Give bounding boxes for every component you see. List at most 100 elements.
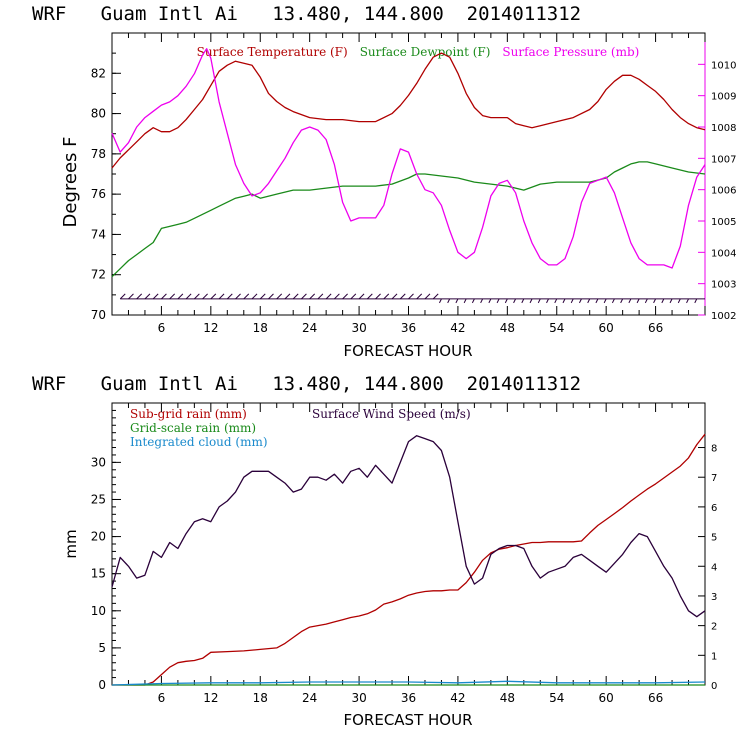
wind-barb: [375, 293, 381, 300]
y-tick-label: 72: [91, 268, 106, 282]
y2-tick-label: 5: [711, 533, 717, 544]
wind-barb: [513, 298, 517, 304]
wind-barb: [383, 293, 390, 300]
wind-barb: [391, 293, 398, 300]
y2-tick-label: 1005: [711, 217, 736, 228]
wind-barb: [579, 298, 582, 304]
y2-tick-label: 1003: [711, 280, 736, 291]
y2-tick-label: 1: [711, 651, 717, 662]
x-tick-label: 24: [302, 691, 317, 705]
wind-barb: [259, 293, 266, 300]
panel1-wind-barbs: [119, 293, 705, 304]
x-tick-label: 30: [351, 691, 366, 705]
wind-barb: [463, 298, 467, 304]
wind-barb: [432, 293, 439, 300]
x-tick-label: 18: [253, 691, 268, 705]
y2-tick-label: 7: [711, 473, 717, 484]
wind-barb: [471, 298, 475, 304]
wind-barb: [218, 293, 225, 300]
y-tick-label: 78: [91, 147, 106, 161]
panel1-legend: Surface Temperature (F) Surface Dewpoint …: [197, 45, 640, 59]
panel1-series: [111, 48, 706, 278]
wind-barb: [136, 293, 143, 300]
legend-temperature: Surface Temperature (F): [197, 45, 348, 59]
wind-barb: [661, 298, 665, 304]
y-tick-label: 82: [91, 66, 106, 80]
wind-barb: [537, 298, 541, 304]
wind-barb: [144, 293, 151, 300]
wind-barb: [669, 298, 673, 304]
wind-barb: [677, 298, 681, 304]
x-tick-label: 42: [450, 321, 465, 335]
y-tick-label: 10: [91, 604, 106, 618]
x-tick-label: 6: [158, 321, 166, 335]
wind-barb: [480, 298, 484, 304]
y2-tick-label: 1002: [711, 311, 736, 322]
x-tick-label: 12: [203, 691, 218, 705]
panel2-xlabel: FORECAST HOUR: [343, 711, 472, 729]
wind-barb: [202, 293, 208, 300]
x-tick-label: 54: [549, 691, 564, 705]
wind-barb: [226, 293, 233, 300]
wind-barb: [620, 298, 624, 304]
panel2-ylabel: mm: [62, 529, 80, 558]
wind-barb: [325, 293, 332, 300]
wind-barb: [292, 293, 299, 300]
y2-tick-label: 0: [711, 681, 717, 692]
y-tick-label: 5: [98, 641, 106, 655]
wind-barb: [408, 293, 414, 300]
wind-barb: [268, 293, 274, 300]
y-tick-label: 80: [91, 107, 106, 121]
x-tick-label: 48: [500, 691, 515, 705]
legend-integrated-cloud: Integrated cloud (mm): [130, 435, 268, 449]
y-tick-label: 30: [91, 455, 106, 469]
x-tick-label: 36: [401, 321, 416, 335]
y2-tick-label: 1009: [711, 92, 736, 103]
wind-barb: [416, 293, 423, 300]
wind-barb: [194, 293, 200, 300]
wind-barb: [694, 298, 698, 304]
x-tick-label: 30: [351, 321, 366, 335]
y2-tick-label: 1010: [711, 60, 736, 71]
y2-tick-label: 6: [711, 503, 717, 514]
y-tick-label: 20: [91, 530, 106, 544]
wind-barb: [210, 293, 217, 300]
wind-barb: [504, 298, 508, 304]
y2-tick-label: 1007: [711, 154, 736, 165]
wind-barb: [152, 293, 159, 300]
series-line-surface-dewpoint-f: [111, 161, 706, 278]
x-tick-label: 60: [599, 691, 614, 705]
x-tick-label: 48: [500, 321, 515, 335]
legend-wind-speed: Surface Wind Speed (m/s): [312, 407, 471, 421]
wind-barb: [488, 298, 492, 304]
wind-barb: [342, 293, 348, 300]
panel1-title: WRF Guam Intl Ai 13.480, 144.800 2014011…: [32, 3, 581, 25]
panel1-xlabel: FORECAST HOUR: [343, 342, 472, 360]
panel1-frame: [111, 32, 706, 316]
x-tick-label: 54: [549, 321, 564, 335]
wind-barb: [546, 298, 549, 304]
y2-tick-label: 8: [711, 444, 717, 455]
y-tick-label: 74: [91, 227, 106, 241]
legend-subgrid-rain: Sub-grid rain (mm): [130, 407, 247, 421]
series-line-sub-grid-rain-mm: [112, 433, 706, 686]
panel1-ylabel: Degrees F: [60, 137, 81, 228]
x-tick-label: 66: [648, 691, 663, 705]
wind-barb: [686, 298, 689, 304]
wind-barb: [243, 293, 250, 300]
y2-tick-label: 1008: [711, 123, 736, 134]
wind-barb: [235, 293, 241, 300]
wind-barb: [595, 298, 599, 304]
wind-barb: [276, 293, 283, 300]
wind-barb: [447, 298, 451, 304]
wind-barb: [529, 298, 533, 304]
wind-barb: [636, 298, 640, 304]
panel1-ticks: 6 12 18 24 30 36 42 48 54 60 66 70 72 74 76 78 80 82 1002 1…: [91, 32, 736, 335]
y2-tick-label: 1006: [711, 186, 736, 197]
wind-barb: [587, 298, 591, 304]
wind-barb: [455, 298, 459, 304]
wind-barb: [177, 293, 184, 300]
y-tick-label: 15: [91, 567, 106, 581]
wind-barb: [438, 298, 442, 304]
x-tick-label: 24: [302, 321, 317, 335]
